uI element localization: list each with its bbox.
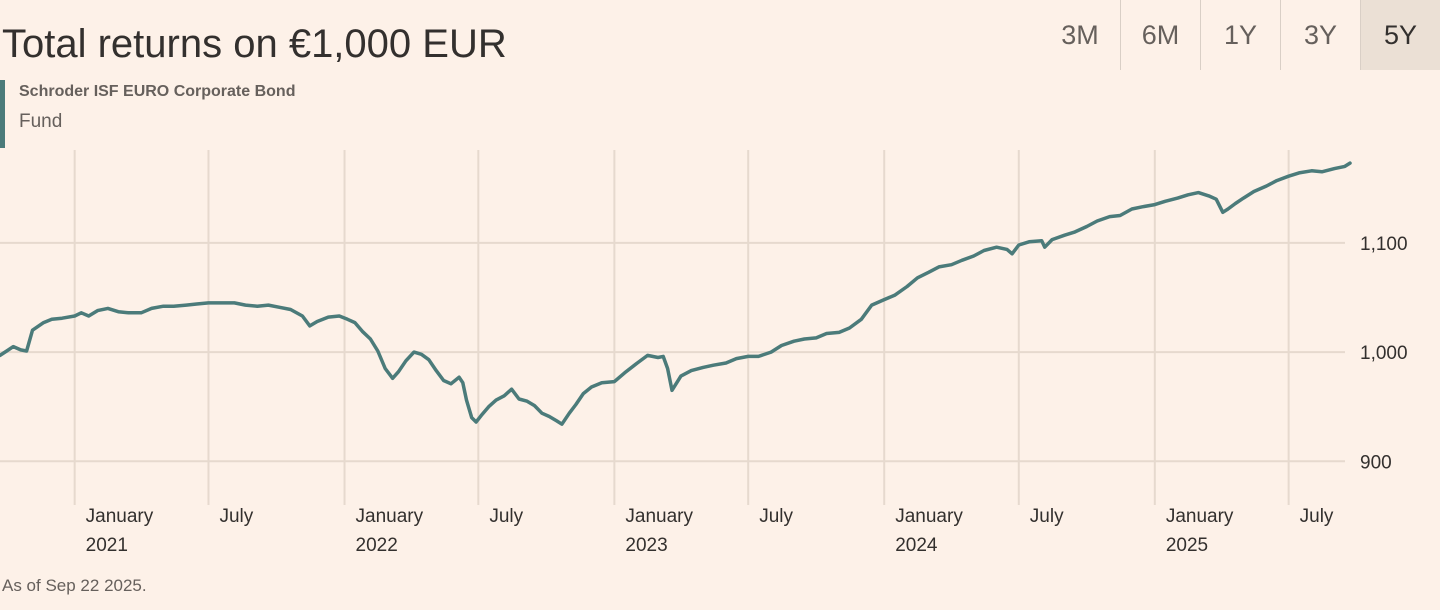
tab-3m[interactable]: 3M	[1061, 19, 1099, 50]
x-tick-label: July	[759, 506, 793, 527]
x-tick-label: July	[1300, 506, 1334, 527]
x-tick-label-year: 2023	[625, 535, 667, 556]
x-tick-label-year: 2025	[1166, 535, 1208, 556]
x-tick-label-year: 2021	[86, 535, 128, 556]
y-tick-label: 900	[1360, 452, 1392, 473]
x-tick-label: January	[1166, 506, 1234, 527]
y-tick-label: 1,100	[1360, 234, 1408, 255]
legend: Schroder ISF EURO Corporate Bond Fund	[0, 80, 295, 148]
x-tick-label-year: 2022	[356, 535, 398, 556]
y-axis-labels: 900 1,000 1,100	[1360, 234, 1408, 473]
x-tick-label-year: 2024	[895, 535, 938, 556]
series-line-fund[interactable]	[0, 161, 1352, 426]
x-tick-label: January	[356, 506, 424, 527]
x-tick-label: January	[86, 506, 154, 527]
tab-3y[interactable]: 3Y	[1280, 0, 1360, 70]
x-tick-label: July	[1030, 506, 1064, 527]
legend-series-type: Fund	[19, 111, 63, 132]
tab-5y[interactable]: 5Y	[1360, 0, 1440, 70]
y-tick-label: 1,000	[1360, 343, 1408, 364]
x-gridlines	[73, 150, 1290, 505]
x-tick-label: July	[489, 506, 523, 527]
x-tick-label: January	[625, 506, 693, 527]
chart-title: Total returns on €1,000 EUR	[2, 22, 507, 66]
x-axis-labels: January 2021 July January 2022 July January 202…	[86, 506, 1334, 556]
x-tick-label: January	[895, 506, 963, 527]
tab-6m[interactable]: 6M	[1120, 0, 1200, 70]
y-gridlines	[0, 241, 1345, 463]
legend-series-name: Schroder ISF EURO Corporate Bond	[19, 83, 296, 100]
x-tick-label: July	[219, 506, 253, 527]
as-of-note: As of Sep 22 2025.	[2, 576, 147, 595]
time-range-selector: 3M 6M 1Y 3Y 5Y	[1040, 0, 1440, 70]
tab-1y[interactable]: 1Y	[1200, 0, 1280, 70]
